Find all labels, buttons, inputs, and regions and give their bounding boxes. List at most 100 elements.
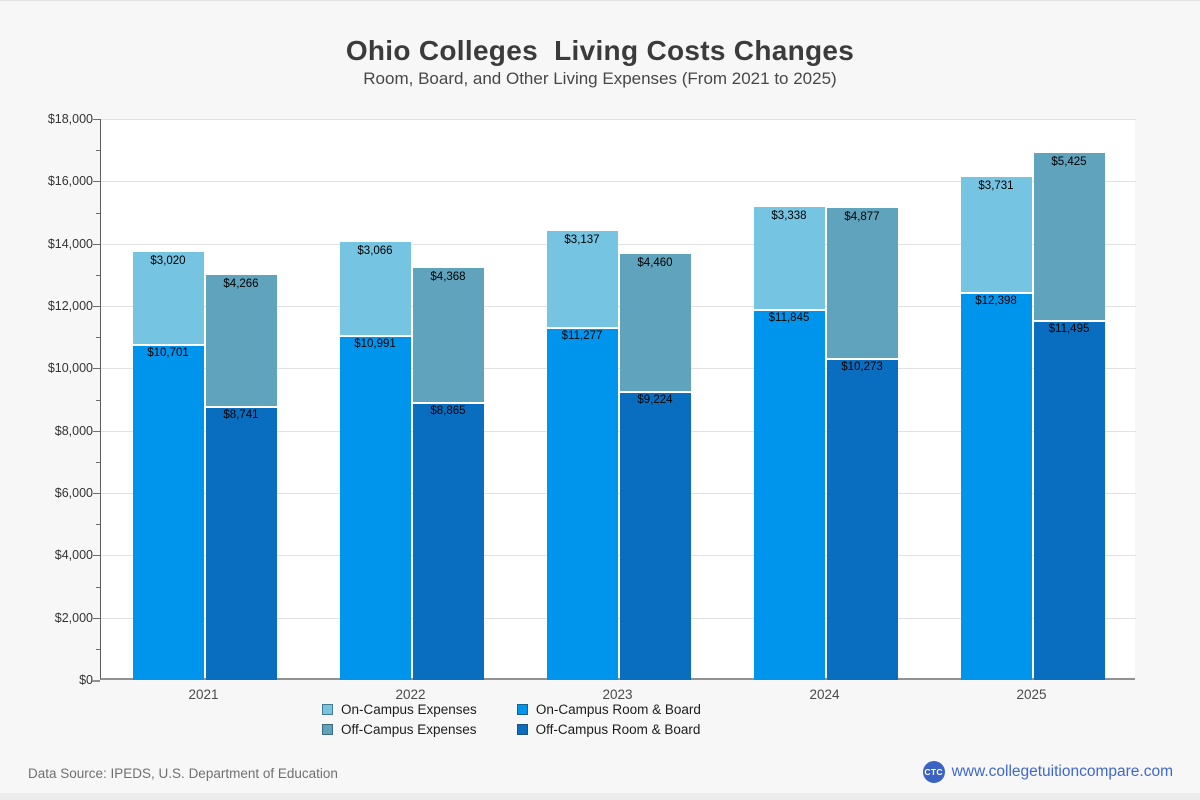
y-axis-tick-label: $2,000 [54,610,93,625]
y-axis-minor-tick [96,586,100,588]
y-axis-major-tick [93,181,100,183]
gridline [101,555,1136,557]
x-axis-line-extension [92,680,100,682]
y-axis-major-tick [93,617,100,619]
legend-item[interactable]: Off-Campus Expenses [322,722,477,737]
legend-label: Off-Campus Room & Board [535,722,701,737]
value-label: $3,020 [150,255,186,268]
bottom-strip [0,793,1200,800]
y-axis-tick-label: $8,000 [54,423,93,438]
value-label: $10,273 [841,360,883,373]
gridline [101,493,1136,494]
y-axis-minor-tick [96,524,100,526]
value-label: $4,266 [223,277,259,290]
on-campus-room-board-segment [960,293,1032,680]
y-axis-major-tick [93,119,100,120]
y-axis-major-tick [93,493,100,494]
plot-area: $3,020 $10,701 $4,266 $8,741 $3,066 $10,991 $4… [100,119,1136,680]
y-axis-minor-tick [96,461,100,463]
value-label: $8,741 [223,408,259,421]
value-label: $10,701 [147,347,189,360]
on-campus-room-board-segment [546,328,618,680]
value-label: $3,338 [771,209,807,222]
value-label: $12,398 [975,294,1017,307]
y-axis-major-tick [93,243,100,245]
y-axis-tick-label: $0 [79,673,93,687]
footer-branding: CTC www.collegetuitioncompare.com [922,761,1173,783]
gridline [101,306,1136,307]
on-campus-expenses-segment [339,241,411,338]
legend-item[interactable]: On-Campus Expenses [322,702,477,717]
value-label: $10,991 [354,338,396,351]
value-label: $3,066 [357,244,393,257]
y-axis-tick-label: $6,000 [54,486,93,500]
x-axis-category-label: 2023 [602,687,633,702]
y-axis-major-tick [93,306,100,307]
off-campus-room-board-segment [412,403,484,680]
y-axis-tick-label: $16,000 [47,174,93,189]
off-campus-room-board-segment [1033,321,1105,680]
x-axis-category-label: 2021 [188,687,219,702]
on-campus-expenses-segment [546,230,618,329]
on-campus-expenses-segment [753,206,825,311]
y-axis-tick-label: $4,000 [54,548,93,563]
legend-label: On-Campus Expenses [341,702,477,717]
legend: On-Campus Expenses On-Campus Room & Board… [322,702,878,737]
x-axis-category-label: 2024 [809,687,840,702]
x-axis-category-label: 2025 [1016,687,1047,702]
off-campus-expenses-segment [1033,152,1105,322]
legend-swatch-icon [516,704,528,715]
value-label: $11,845 [768,311,810,324]
gridline [101,119,1136,120]
on-campus-room-board-segment [753,310,825,680]
on-campus-room-board-segment [339,337,411,680]
legend-swatch-icon [322,704,333,715]
legend-item[interactable]: Off-Campus Room & Board [516,722,701,737]
off-campus-room-board-segment [619,392,691,680]
legend-label: Off-Campus Expenses [341,722,477,737]
value-label: $3,731 [978,180,1014,193]
y-axis-minor-tick [96,648,100,650]
legend-item[interactable]: On-Campus Room & Board [516,702,701,717]
gridline [101,368,1136,370]
value-label: $3,137 [564,233,600,246]
value-label: $8,865 [430,404,466,417]
on-campus-expenses-segment [960,177,1032,294]
ctc-logo-icon[interactable]: CTC [922,761,945,783]
value-label: $4,877 [844,210,880,223]
website-link[interactable]: www.collegetuitioncompare.com [951,763,1173,780]
gridline [101,430,1136,432]
value-label: $9,224 [637,393,673,406]
on-campus-room-board-segment [132,346,204,680]
x-axis-category-label: 2022 [395,687,426,702]
off-campus-expenses-segment [205,274,277,408]
legend-label: On-Campus Room & Board [535,702,701,717]
value-label: $5,425 [1051,155,1087,168]
off-campus-expenses-segment [826,207,898,360]
off-campus-room-board-segment [826,359,898,680]
gridline [101,243,1136,245]
y-axis-tick-label: $12,000 [47,299,93,313]
off-campus-expenses-segment [619,253,691,393]
y-axis-minor-tick [96,150,100,152]
value-label: $11,277 [561,329,603,342]
y-axis-minor-tick [96,337,100,339]
off-campus-room-board-segment [205,407,277,680]
y-axis-minor-tick [96,399,100,401]
value-label: $4,368 [430,270,466,283]
y-axis-minor-tick [96,212,100,214]
legend-swatch-icon [322,724,333,735]
y-axis-minor-tick [96,274,100,276]
chart-title: Ohio Colleges Living Costs Changes [345,35,855,66]
data-source-note: Data Source: IPEDS, U.S. Department of E… [28,766,338,781]
legend-swatch-icon [516,724,528,735]
y-axis-tick-label: $10,000 [47,361,93,376]
value-label: $4,460 [637,256,673,269]
y-axis-major-tick [93,368,100,370]
chart-subtitle: Room, Board, and Other Living Expenses (… [363,69,837,88]
value-label: $11,495 [1048,322,1090,335]
gridline [101,617,1136,619]
y-axis-major-tick [93,430,100,432]
on-campus-expenses-segment [132,252,204,347]
